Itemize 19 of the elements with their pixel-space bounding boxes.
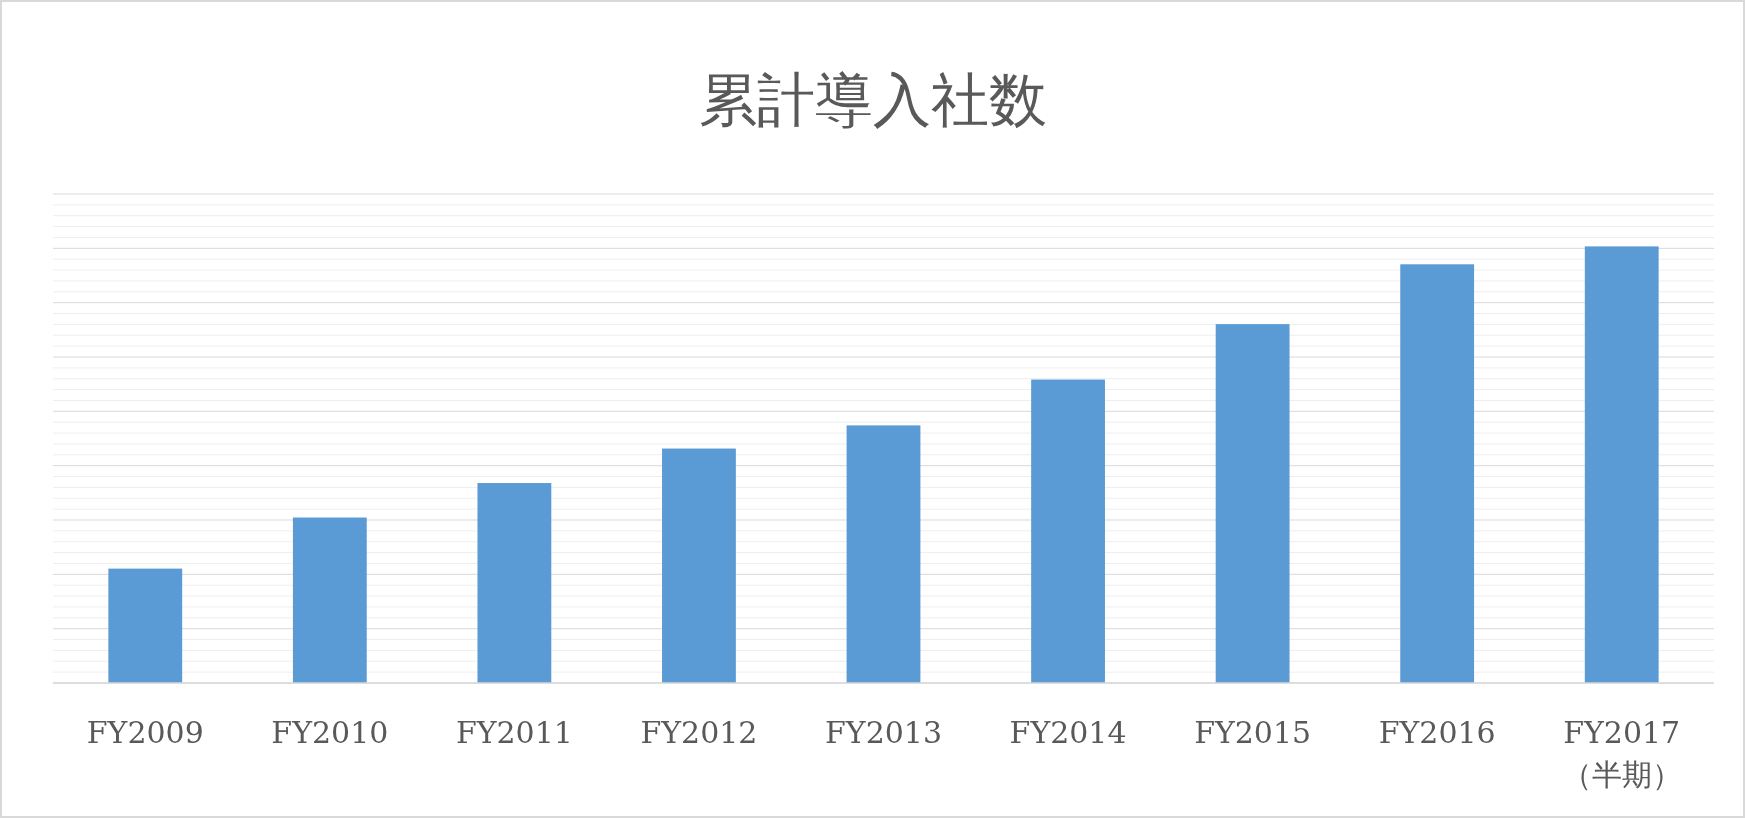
bar — [1215, 324, 1290, 683]
bar — [1031, 379, 1105, 683]
bar — [292, 517, 367, 683]
chart-title: 累計導入社数 — [698, 66, 1047, 134]
x-tick-label: FY2009 — [86, 715, 204, 750]
x-tick-label: FY2014 — [1009, 715, 1127, 750]
bar — [477, 483, 552, 683]
x-tick-label: FY2010 — [271, 715, 389, 750]
bar — [1584, 246, 1659, 683]
x-tick-label: FY2016 — [1378, 715, 1496, 750]
x-tick-label: FY2017 （半期） — [1561, 715, 1682, 792]
bar — [108, 568, 183, 683]
x-tick-label: FY2012 — [640, 715, 758, 750]
bar — [662, 448, 736, 683]
bar — [846, 425, 921, 683]
x-tick-label: FY2015 — [1194, 715, 1312, 750]
x-tick-label: FY2013 — [825, 715, 942, 750]
x-tick-label: FY2011 — [455, 715, 573, 750]
bar — [1400, 264, 1475, 683]
